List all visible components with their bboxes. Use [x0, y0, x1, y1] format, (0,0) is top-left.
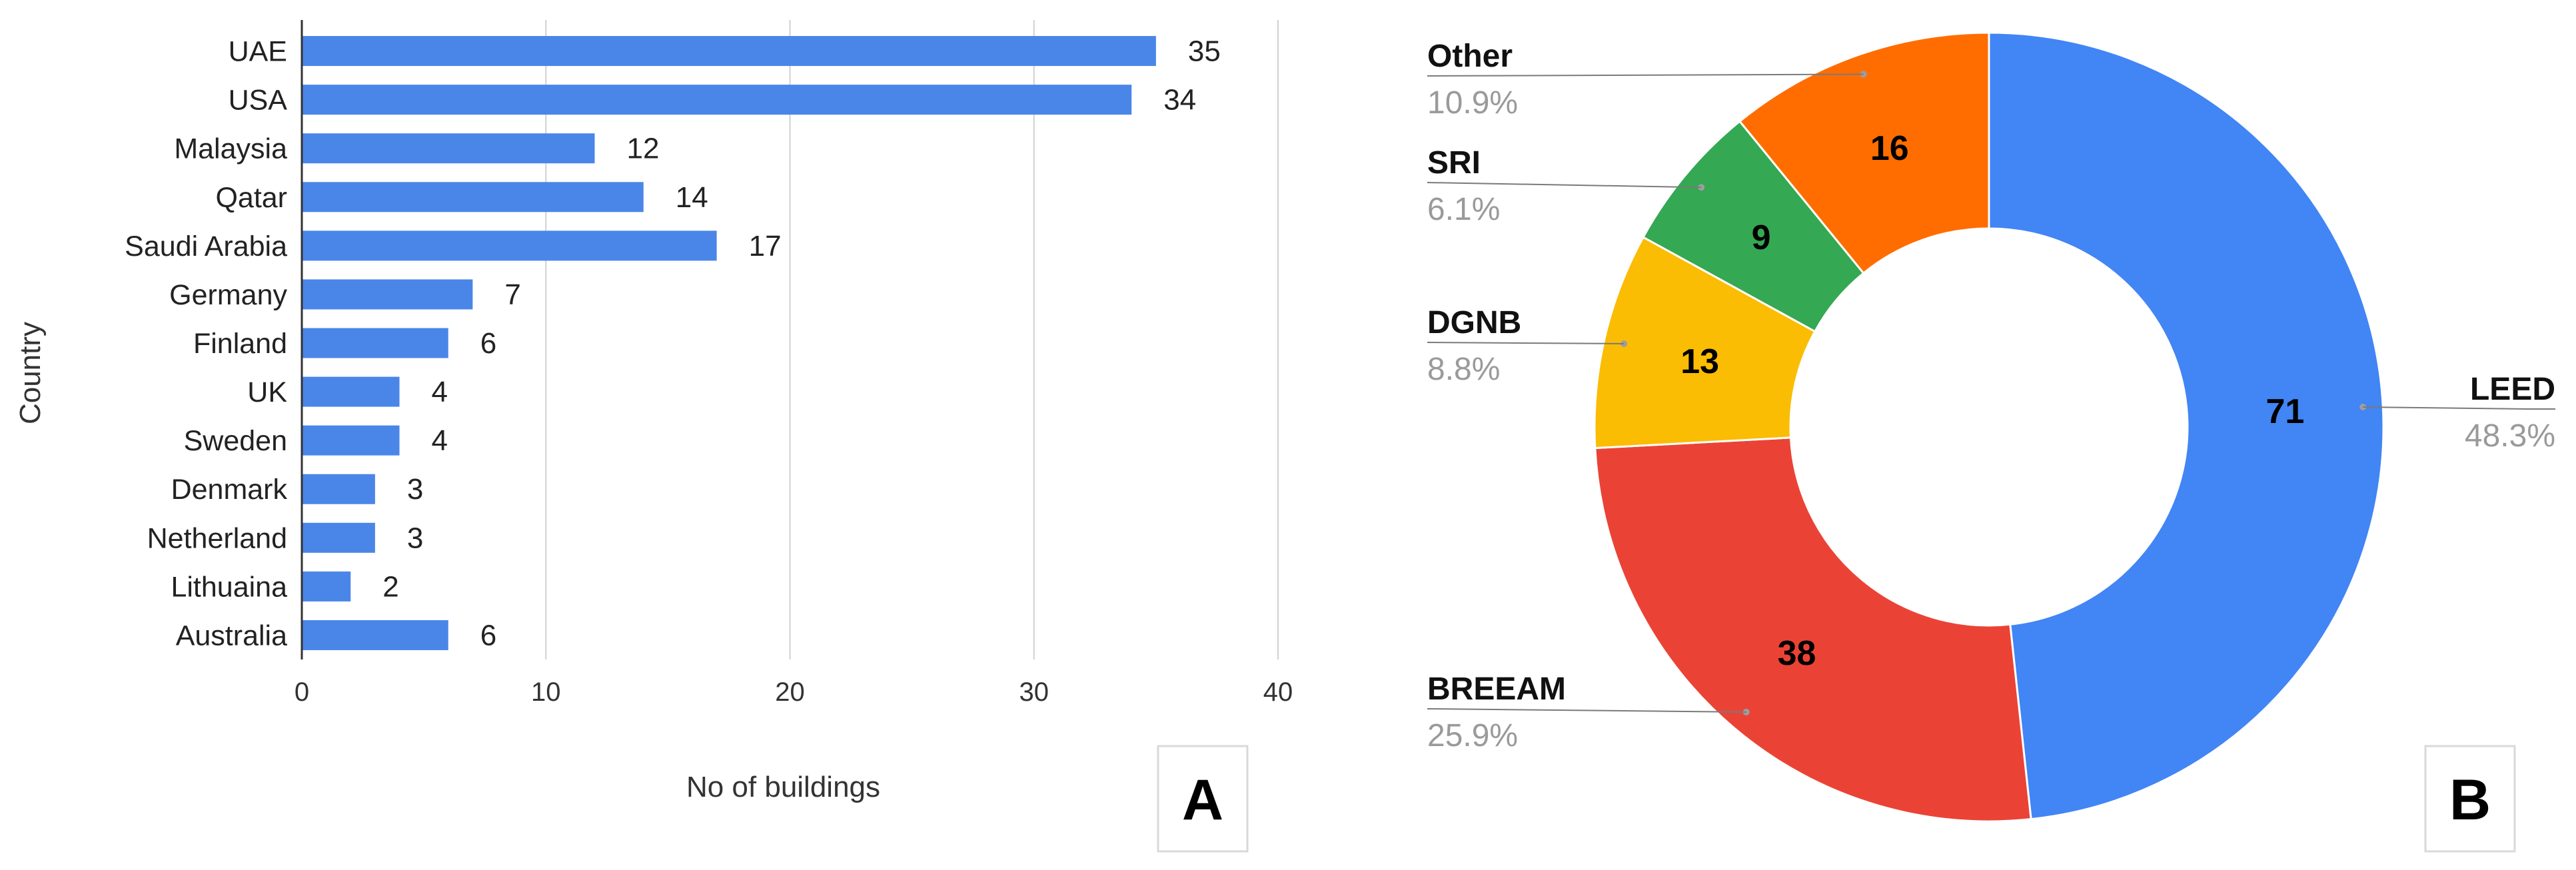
slice-percent-label: 48.3%: [2465, 418, 2555, 454]
category-label: USA: [229, 85, 288, 117]
category-label: Malaysia: [174, 133, 287, 165]
leader-lines: [1427, 71, 2555, 715]
bar: [302, 571, 351, 602]
slice-value-label: 13: [1680, 342, 1719, 381]
bar-value-label: 3: [407, 522, 423, 554]
donut-chart-panel: 71 38 13 9 16 LEED 48.3% BREEAM 25.9% DGNB 8.8% SR…: [1427, 31, 2555, 853]
bar: [302, 85, 1132, 115]
slice-name-label: BREEAM: [1427, 671, 1566, 707]
category-label: Qatar: [215, 182, 287, 214]
slice-name-label: LEED: [2470, 372, 2555, 407]
leader-line: [2363, 406, 2529, 410]
bar: [302, 620, 448, 650]
donut-slices: [1593, 31, 2385, 823]
slice-value-label: 71: [2265, 392, 2304, 431]
donut-slice: [1988, 31, 2385, 821]
x-tick-label: 40: [1263, 677, 1293, 707]
x-axis-title: No of buildings: [686, 771, 880, 803]
x-tick-labels: 0 10 20 30 40: [295, 677, 1293, 707]
bar: [302, 522, 375, 553]
bar-value-label: 35: [1188, 35, 1221, 68]
category-label: Denmark: [171, 474, 288, 506]
bar: [302, 230, 717, 261]
bar: [302, 182, 644, 213]
leader-line: [1427, 342, 1624, 344]
bar: [302, 474, 375, 504]
category-label: Australia: [176, 620, 287, 652]
slice-value-labels: 71 38 13 9 16: [1680, 129, 2304, 673]
bar: [302, 279, 473, 310]
category-label: UK: [247, 376, 287, 408]
donut-slice: [1738, 31, 1990, 275]
bar-value-label: 4: [432, 376, 448, 408]
category-label: Sweden: [184, 425, 287, 457]
category-labels: UAE USA Malaysia Qatar Saudi Arabia Germany Fi…: [125, 36, 287, 652]
bar-chart-panel: UAE USA Malaysia Qatar Saudi Arabia Germany Fi…: [14, 20, 1293, 853]
category-label: Germany: [169, 279, 287, 311]
bar-value-label: 14: [676, 181, 708, 214]
panel-label-box-b: [2424, 745, 2516, 853]
panel-label-b: B: [2449, 768, 2491, 832]
panel-label-a: A: [1182, 768, 1223, 832]
bar: [302, 133, 595, 164]
x-tick-label: 20: [775, 677, 805, 707]
bar: [302, 425, 400, 456]
y-axis-title: Country: [14, 322, 47, 424]
slice-value-label: 38: [1778, 634, 1816, 673]
bar: [302, 36, 1156, 67]
slice-name-labels: LEED 48.3% BREEAM 25.9% DGNB 8.8% SRI 6.1% Other…: [1427, 39, 2555, 753]
bar-value-label: 4: [432, 424, 448, 457]
x-tick-label: 30: [1019, 677, 1049, 707]
donut-slice: [1593, 235, 1816, 450]
bars: [302, 36, 1156, 650]
panel-label-box-a: [1157, 745, 1249, 853]
slice-percent-label: 25.9%: [1427, 718, 1518, 753]
category-label: Finland: [193, 328, 287, 360]
slice-percent-label: 6.1%: [1427, 192, 1500, 227]
bar-value-label: 2: [382, 570, 398, 603]
leader-line: [1427, 182, 1702, 189]
bar-value-label: 7: [504, 278, 520, 311]
category-label: Lithuaina: [171, 571, 287, 603]
slice-percent-label: 10.9%: [1427, 85, 1518, 121]
bar: [302, 376, 400, 407]
x-tick-label: 0: [295, 677, 309, 707]
slice-name-label: DGNB: [1427, 305, 1521, 340]
slice-value-label: 16: [1870, 129, 1909, 168]
leader-line: [1427, 708, 1746, 713]
category-label: UAE: [229, 36, 287, 68]
bar-value-label: 34: [1163, 84, 1196, 117]
bar-value-label: 3: [407, 473, 423, 506]
bar-value-label: 6: [480, 619, 496, 652]
x-tick-label: 10: [531, 677, 561, 707]
donut-slice: [1594, 436, 2032, 823]
slice-name-label: Other: [1427, 39, 1513, 74]
bar-grid: [545, 20, 1279, 659]
slice-name-label: SRI: [1427, 145, 1481, 181]
slice-value-label: 9: [1752, 218, 1771, 257]
bar: [302, 328, 448, 358]
category-label: Saudi Arabia: [125, 230, 287, 262]
category-label: Netherland: [147, 522, 287, 554]
bar-value-label: 17: [749, 230, 782, 262]
bar-value-label: 12: [627, 133, 660, 165]
bar-value-label: 6: [480, 327, 496, 360]
slice-percent-label: 8.8%: [1427, 352, 1500, 387]
leader-line: [1427, 73, 1864, 77]
